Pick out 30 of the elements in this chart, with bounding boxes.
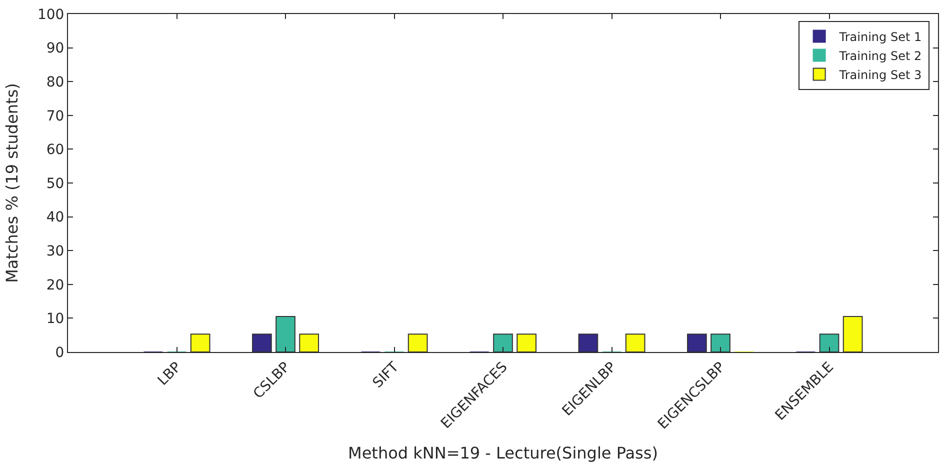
y-tick-label: 0 [55, 344, 64, 361]
legend-label: Training Set 2 [838, 48, 922, 63]
bar [408, 334, 428, 352]
bar [625, 334, 646, 352]
bar [190, 334, 210, 352]
y-tick-label: 10 [46, 311, 64, 328]
y-tick-label: 80 [46, 74, 64, 90]
x-tick-label: LBP [154, 359, 185, 389]
legend-label: Training Set 3 [838, 68, 922, 82]
y-tick-label: 70 [46, 108, 64, 124]
y-tick-label: 40 [46, 210, 64, 226]
bar [516, 334, 536, 352]
y-tick-label: 100 [37, 6, 64, 23]
y-tick-label: 30 [46, 244, 64, 260]
bar [819, 334, 840, 352]
y-tick-label: 90 [46, 40, 64, 57]
legend-label: Training Set 1 [838, 30, 922, 44]
y-axis-title: Matches % (19 students) [2, 83, 22, 283]
bar [299, 334, 319, 352]
bar [710, 334, 730, 352]
bar [578, 334, 598, 352]
bar [842, 316, 863, 352]
x-axis-title: Method kNN=19 - Lecture(Single Pass) [348, 443, 658, 462]
y-tick-label: 60 [46, 142, 64, 158]
y-tick-label: 20 [46, 277, 64, 294]
bar [493, 334, 513, 352]
bar [687, 334, 707, 352]
bar [252, 334, 272, 352]
bar [276, 316, 296, 352]
y-tick-label: 50 [46, 176, 64, 192]
